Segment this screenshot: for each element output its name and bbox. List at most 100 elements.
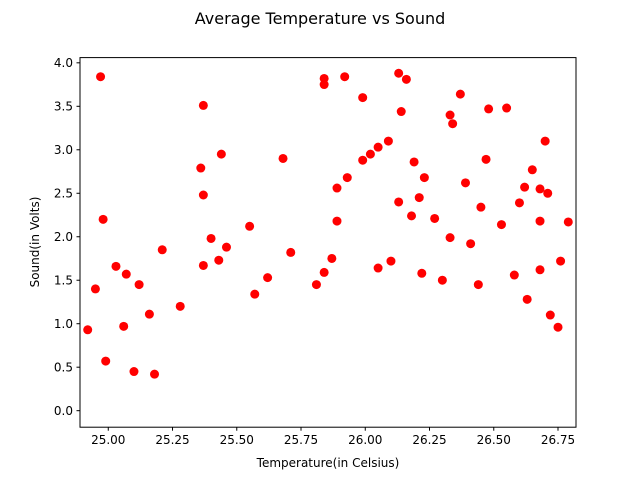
data-point-0-47 (90, 284, 100, 294)
data-point-0-21 (373, 142, 383, 152)
data-point-0-54 (407, 211, 417, 221)
data-point-0-61 (319, 267, 329, 277)
data-point-0-39 (535, 216, 545, 226)
data-point-0-67 (119, 321, 129, 331)
data-point-0-2 (198, 100, 208, 110)
data-point-0-33 (332, 216, 342, 226)
data-point-0-35 (460, 178, 470, 188)
data-point-0-22 (365, 149, 375, 159)
data-point-0-36 (476, 202, 486, 212)
data-point-0-77 (522, 294, 532, 304)
data-point-0-73 (417, 268, 427, 278)
x-tick-label: 25.00 (91, 433, 125, 447)
y-tick-label: 1.0 (54, 317, 73, 331)
data-point-0-53 (394, 197, 404, 207)
data-point-0-65 (175, 301, 185, 311)
data-point-0-78 (545, 310, 555, 320)
data-point-0-71 (373, 263, 383, 273)
data-point-0-34 (327, 253, 337, 263)
data-point-0-55 (430, 213, 440, 223)
data-point-0-45 (121, 269, 131, 279)
data-point-0-62 (311, 280, 321, 290)
data-point-0-75 (473, 280, 483, 290)
data-point-0-3 (196, 163, 206, 173)
y-tick-label: 2.0 (54, 230, 73, 244)
data-point-0-14 (455, 89, 465, 99)
x-tick-label: 26.50 (477, 433, 511, 447)
y-tick-label: 0.5 (54, 360, 73, 374)
data-point-0-46 (134, 280, 144, 290)
data-point-0-15 (445, 110, 455, 120)
data-point-0-41 (245, 221, 255, 231)
x-tick-label: 26.25 (412, 433, 446, 447)
y-axis-ticks: 0.0 0.5 1.0 1.5 2.0 2.5 3.0 3.5 4.0 (54, 56, 80, 418)
y-tick-label: 1.5 (54, 274, 73, 288)
data-point-0-25 (419, 173, 429, 183)
data-point-0-76 (509, 270, 519, 280)
data-point-0-44 (111, 261, 121, 271)
data-point-0-32 (358, 155, 368, 165)
data-point-0-42 (286, 247, 296, 257)
data-point-0-4 (216, 149, 226, 159)
y-tick-label: 2.5 (54, 187, 73, 201)
data-point-0-1 (98, 214, 108, 224)
data-point-0-56 (445, 233, 455, 243)
data-point-0-30 (332, 183, 342, 193)
data-point-0-49 (214, 255, 224, 265)
x-tick-label: 26.75 (541, 433, 575, 447)
data-point-0-66 (144, 309, 154, 319)
data-point-0-19 (481, 154, 491, 164)
data-point-0-40 (563, 217, 573, 227)
y-tick-label: 4.0 (54, 56, 73, 70)
x-axis-label: Temperature(in Celsius) (256, 456, 400, 470)
x-tick-label: 25.75 (284, 433, 318, 447)
y-tick-label: 3.0 (54, 143, 73, 157)
x-axis-ticks: 25.00 25.25 25.50 25.75 26.00 26.25 26.50 26.75 (91, 427, 575, 447)
data-point-0-6 (278, 153, 288, 163)
data-point-0-74 (437, 275, 447, 285)
data-point-0-31 (342, 173, 352, 183)
plot-frame (79, 57, 577, 428)
data-point-0-72 (386, 256, 396, 266)
data-point-0-16 (484, 104, 494, 114)
data-point-0-28 (535, 184, 545, 194)
data-point-0-64 (250, 289, 260, 299)
data-point-0-48 (83, 325, 93, 335)
data-point-0-12 (401, 74, 411, 84)
data-point-0-26 (414, 193, 424, 203)
chart-title: Average Temperature vs Sound (195, 9, 446, 28)
data-point-0-58 (496, 220, 506, 230)
data-point-0-69 (129, 367, 139, 377)
data-point-0-43 (157, 245, 167, 255)
data-point-0-9 (340, 72, 350, 82)
data-point-0-37 (520, 182, 530, 192)
data-point-0-29 (514, 198, 524, 208)
data-point-0-63 (263, 273, 273, 283)
data-point-0-51 (198, 260, 208, 270)
data-point-0-79 (553, 322, 563, 332)
x-tick-label: 25.50 (220, 433, 254, 447)
data-point-0-5 (198, 190, 208, 200)
data-point-0-10 (358, 93, 368, 103)
data-point-0-23 (383, 136, 393, 146)
x-tick-label: 25.25 (155, 433, 189, 447)
data-point-0-68 (101, 356, 111, 366)
data-point-0-17 (502, 103, 512, 113)
data-point-0-38 (543, 188, 553, 198)
data-point-0-57 (466, 239, 476, 249)
data-point-0-11 (394, 68, 404, 78)
data-point-0-60 (535, 265, 545, 275)
data-point-0-18 (448, 119, 458, 129)
data-point-0-70 (150, 369, 160, 379)
y-tick-label: 3.5 (54, 100, 73, 114)
x-tick-label: 26.00 (348, 433, 382, 447)
data-point-0-24 (409, 157, 419, 167)
data-point-0-27 (527, 165, 537, 175)
y-axis-label: Sound(in Volts) (28, 197, 42, 288)
data-point-0-50 (221, 242, 231, 252)
y-tick-label: 0.0 (54, 404, 73, 418)
data-point-0-0 (96, 72, 106, 82)
data-point-0-52 (206, 233, 216, 243)
data-point-0-8 (319, 80, 329, 90)
